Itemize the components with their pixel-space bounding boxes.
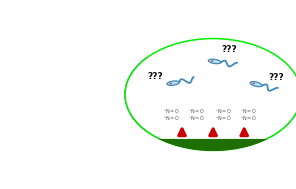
Circle shape <box>124 38 296 151</box>
Text: ???: ??? <box>147 72 163 81</box>
Circle shape <box>170 83 172 84</box>
Ellipse shape <box>167 81 179 85</box>
Ellipse shape <box>250 82 262 87</box>
Ellipse shape <box>55 151 82 161</box>
Text: $\mathsf{^{\bullet}N{=}O}$: $\mathsf{^{\bullet}N{=}O}$ <box>163 107 181 116</box>
Ellipse shape <box>46 55 91 130</box>
Circle shape <box>170 83 171 84</box>
Text: $\mathsf{^{\bullet}N{=}O}$: $\mathsf{^{\bullet}N{=}O}$ <box>188 107 206 116</box>
Ellipse shape <box>208 59 221 64</box>
Circle shape <box>211 60 212 61</box>
Text: ???: ??? <box>269 73 285 82</box>
Polygon shape <box>126 114 296 151</box>
Ellipse shape <box>49 148 88 162</box>
Text: $\mathsf{^{\bullet}N{=}O}$: $\mathsf{^{\bullet}N{=}O}$ <box>215 107 232 116</box>
Ellipse shape <box>36 138 101 164</box>
Bar <box>63 17 74 100</box>
Text: $\mathsf{^{\bullet}N{=}O}$: $\mathsf{^{\bullet}N{=}O}$ <box>215 115 232 123</box>
Bar <box>38 17 49 100</box>
Bar <box>92 17 95 100</box>
Text: ???: ??? <box>221 45 237 54</box>
FancyBboxPatch shape <box>0 2 146 187</box>
Bar <box>65 17 72 100</box>
Circle shape <box>252 83 255 84</box>
Ellipse shape <box>57 66 80 112</box>
Ellipse shape <box>63 76 73 94</box>
Bar <box>40 17 47 100</box>
Ellipse shape <box>24 33 113 156</box>
Ellipse shape <box>52 60 85 121</box>
Ellipse shape <box>40 49 96 140</box>
Bar <box>67 17 70 100</box>
Bar <box>90 17 97 100</box>
Ellipse shape <box>60 72 76 102</box>
Bar <box>88 17 99 100</box>
Circle shape <box>211 60 213 62</box>
Text: $\mathsf{^{\bullet}N{=}O}$: $\mathsf{^{\bullet}N{=}O}$ <box>188 115 206 123</box>
Ellipse shape <box>43 144 94 163</box>
Ellipse shape <box>45 145 92 159</box>
Text: $\mathsf{^{\bullet}N{=}O}$: $\mathsf{^{\bullet}N{=}O}$ <box>240 107 258 116</box>
Ellipse shape <box>33 43 104 146</box>
Ellipse shape <box>12 24 125 165</box>
Text: $\mathsf{^{\bullet}N{=}O}$: $\mathsf{^{\bullet}N{=}O}$ <box>240 115 258 123</box>
Text: $\mathsf{^{\bullet}N{=}O}$: $\mathsf{^{\bullet}N{=}O}$ <box>163 115 181 123</box>
Bar <box>42 17 45 100</box>
